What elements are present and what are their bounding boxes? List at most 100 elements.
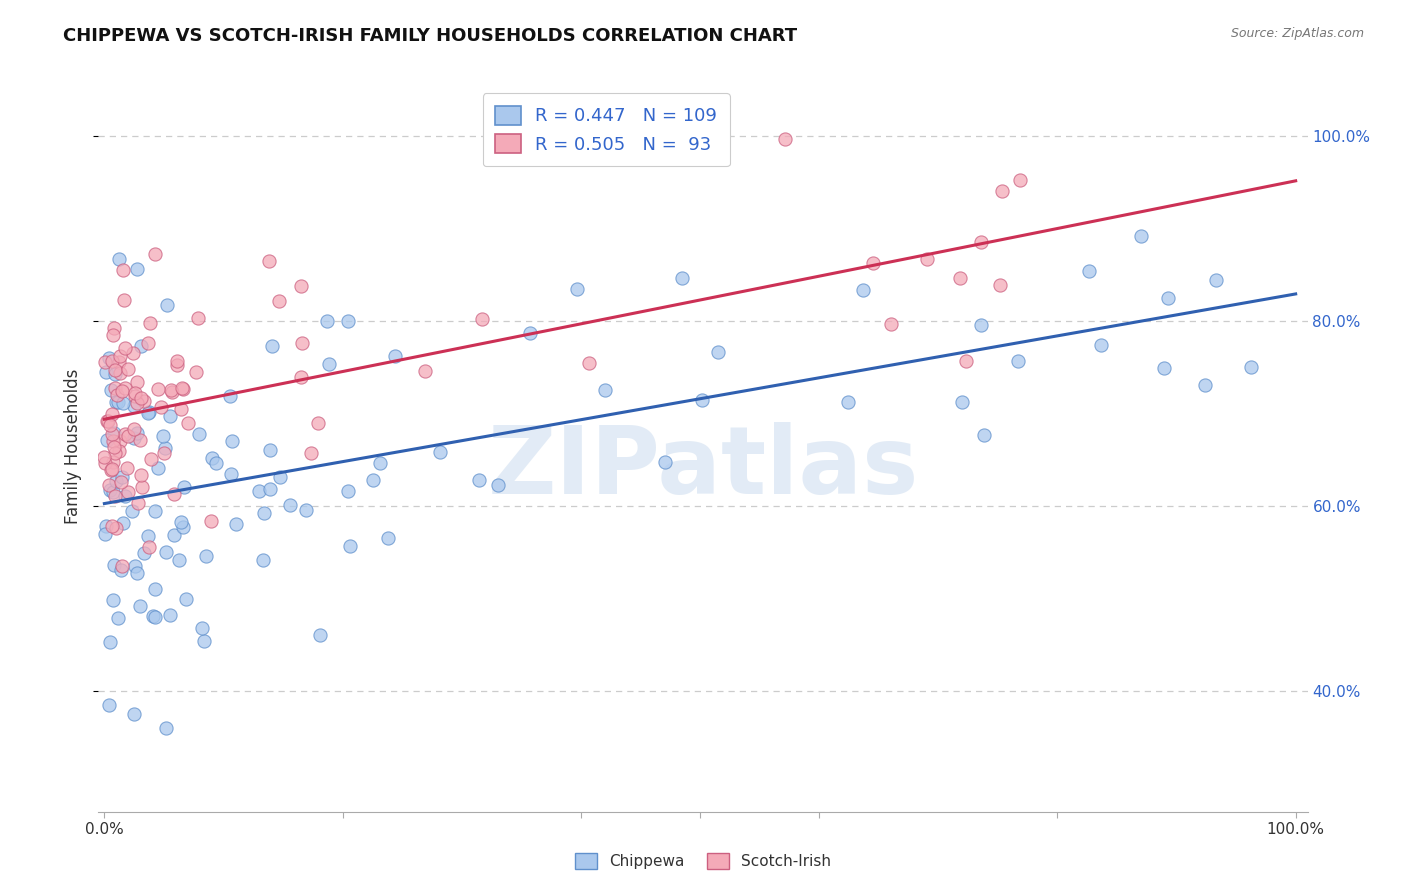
Point [1129, 228, 1152, 243]
Point [318, 357, 340, 371]
Point [259, 443, 281, 458]
Point [122, 706, 145, 721]
Point [955, 353, 977, 368]
Point [291, 335, 314, 350]
Point [221, 434, 243, 448]
Text: CHIPPEWA VS SCOTCH-IRISH FAMILY HOUSEHOLDS CORRELATION CHART: CHIPPEWA VS SCOTCH-IRISH FAMILY HOUSEHOL… [63, 27, 797, 45]
Point [269, 470, 291, 484]
Point [1156, 291, 1178, 305]
Point [170, 401, 193, 416]
Point [195, 549, 218, 563]
Point [1010, 173, 1032, 187]
Point [193, 633, 215, 648]
Point [654, 455, 676, 469]
Point [100, 463, 122, 477]
Point [104, 367, 127, 381]
Point [105, 388, 128, 402]
Text: Source: ZipAtlas.com: Source: ZipAtlas.com [1230, 27, 1364, 40]
Point [290, 279, 312, 293]
Point [429, 444, 451, 458]
Point [111, 516, 134, 530]
Point [173, 480, 195, 494]
Point [125, 425, 148, 440]
Point [97, 477, 120, 491]
Point [104, 381, 127, 395]
Point [115, 460, 138, 475]
Point [155, 721, 177, 735]
Point [990, 184, 1012, 198]
Point [100, 407, 122, 421]
Point [131, 467, 153, 482]
Point [108, 434, 131, 449]
Text: ZIPatlas: ZIPatlas [488, 422, 918, 514]
Point [218, 389, 240, 403]
Point [337, 484, 360, 499]
Point [98, 483, 121, 498]
Point [97, 414, 120, 428]
Point [138, 405, 160, 419]
Point [174, 591, 197, 606]
Point [159, 409, 181, 423]
Point [988, 277, 1011, 292]
Point [101, 593, 124, 607]
Point [125, 396, 148, 410]
Point [94, 519, 117, 533]
Point [252, 553, 274, 567]
Point [486, 477, 509, 491]
Point [692, 393, 714, 408]
Point [134, 545, 156, 559]
Point [143, 582, 166, 596]
Point [111, 384, 134, 398]
Legend: Chippewa, Scotch-Irish: Chippewa, Scotch-Irish [569, 847, 837, 875]
Point [112, 293, 135, 307]
Point [1078, 264, 1101, 278]
Point [191, 621, 214, 635]
Point [141, 451, 163, 466]
Point [384, 349, 406, 363]
Point [149, 401, 172, 415]
Point [368, 456, 391, 470]
Point [773, 132, 796, 146]
Point [259, 483, 281, 497]
Point [170, 515, 193, 529]
Point [155, 545, 177, 559]
Point [108, 355, 131, 369]
Point [128, 433, 150, 447]
Point [129, 338, 152, 352]
Point [156, 298, 179, 312]
Point [152, 446, 174, 460]
Point [143, 609, 166, 624]
Point [127, 375, 149, 389]
Point [107, 252, 129, 266]
Point [104, 521, 127, 535]
Point [1007, 354, 1029, 368]
Point [117, 485, 139, 500]
Point [177, 416, 200, 430]
Point [132, 394, 155, 409]
Point [94, 527, 117, 541]
Point [565, 282, 588, 296]
Point [98, 634, 121, 648]
Point [103, 440, 125, 454]
Point [127, 261, 149, 276]
Point [167, 552, 190, 566]
Point [96, 414, 118, 428]
Point [172, 520, 194, 534]
Point [247, 483, 270, 498]
Point [101, 519, 124, 533]
Point [969, 318, 991, 332]
Point [100, 383, 122, 397]
Point [188, 427, 211, 442]
Point [262, 339, 284, 353]
Point [124, 386, 146, 401]
Point [104, 489, 127, 503]
Point [671, 271, 693, 285]
Point [143, 247, 166, 261]
Point [138, 541, 160, 555]
Point [103, 425, 125, 440]
Point [269, 293, 291, 308]
Point [103, 434, 125, 449]
Point [136, 529, 159, 543]
Point [105, 395, 128, 409]
Point [471, 311, 494, 326]
